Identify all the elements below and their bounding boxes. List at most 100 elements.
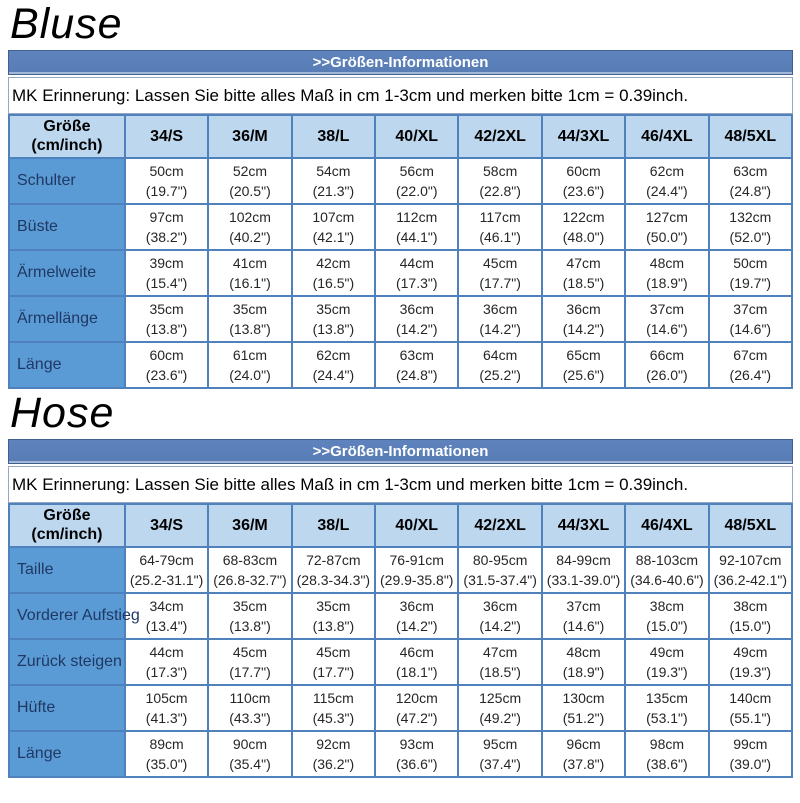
- hose-size-table: Größe (cm/inch) 34/S 36/M 38/L 40/XL 42/2XL 44/…: [8, 502, 794, 778]
- size-header-row: Größe (cm/inch) 34/S 36/M 38/L 40/XL 42/2XL 44/…: [8, 113, 794, 159]
- measurement-cell: 64cm (25.2"): [457, 340, 543, 389]
- measurement-cell: 115cm (45.3"): [290, 683, 377, 732]
- size-column-header: 40/XL: [374, 113, 460, 159]
- measurement-cell: 37cm (14.6"): [707, 294, 794, 343]
- row-label: Schulter: [8, 156, 126, 205]
- measurement-cell: 35cm (13.8"): [290, 294, 377, 343]
- row-label: Länge: [8, 340, 126, 389]
- measurement-cell: 72-87cm (28.3-34.3"): [290, 545, 377, 594]
- measurement-cell: 36cm (14.2"): [457, 294, 543, 343]
- size-column-header: 38/L: [290, 502, 377, 548]
- measurement-cell: 62cm (24.4"): [624, 156, 710, 205]
- table-row: Zurück steigen 44cm (17.3") 45cm (17.7") 45cm…: [8, 637, 794, 686]
- measurement-cell: 127cm (50.0"): [624, 202, 710, 251]
- measurement-cell: 36cm (14.2"): [374, 591, 460, 640]
- bluse-size-table: Größe (cm/inch) 34/S 36/M 38/L 40/XL 42/2XL 44/…: [8, 113, 794, 389]
- table-row: Taille 64-79cm (25.2-31.1") 68-83cm (26.8-32…: [8, 545, 794, 594]
- table-row: Ärmellänge 35cm (13.8") 35cm (13.8") 35cm (13.…: [8, 294, 794, 343]
- size-info-header-bar: >>Größen-Informationen: [8, 49, 793, 75]
- measurement-cell: 102cm (40.2"): [207, 202, 293, 251]
- size-column-header: 46/4XL: [624, 502, 710, 548]
- measurement-cell: 67cm (26.4"): [707, 340, 794, 389]
- table-row: Büste 97cm (38.2") 102cm (40.2") 107cm (42.1")…: [8, 202, 794, 251]
- measurement-cell: 95cm (37.4"): [457, 729, 543, 778]
- measurement-note: MK Erinnerung: Lassen Sie bitte alles Ma…: [8, 465, 793, 503]
- size-column-header: Größe (cm/inch): [8, 113, 126, 159]
- measurement-cell: 58cm (22.8"): [457, 156, 543, 205]
- measurement-cell: 44cm (17.3"): [123, 637, 210, 686]
- measurement-cell: 89cm (35.0"): [123, 729, 210, 778]
- measurement-cell: 60cm (23.6"): [540, 156, 627, 205]
- measurement-cell: 92cm (36.2"): [290, 729, 377, 778]
- measurement-cell: 35cm (13.8"): [207, 591, 293, 640]
- measurement-cell: 47cm (18.5"): [457, 637, 543, 686]
- measurement-cell: 62cm (24.4"): [290, 340, 377, 389]
- measurement-cell: 36cm (14.2"): [374, 294, 460, 343]
- measurement-cell: 66cm (26.0"): [624, 340, 710, 389]
- measurement-cell: 130cm (51.2"): [540, 683, 627, 732]
- size-column-header: 46/4XL: [624, 113, 710, 159]
- measurement-cell: 35cm (13.8"): [207, 294, 293, 343]
- measurement-cell: 42cm (16.5"): [290, 248, 377, 297]
- measurement-cell: 135cm (53.1"): [624, 683, 710, 732]
- measurement-cell: 93cm (36.6"): [374, 729, 460, 778]
- row-label: Länge: [8, 729, 126, 778]
- hose-size-table-block: >>Größen-Informationen MK Erinnerung: La…: [8, 438, 794, 778]
- measurement-cell: 45cm (17.7"): [207, 637, 293, 686]
- row-label: Zurück steigen: [8, 637, 126, 686]
- measurement-cell: 34cm (13.4"): [123, 591, 210, 640]
- row-label: Hüfte: [8, 683, 126, 732]
- measurement-cell: 60cm (23.6"): [123, 340, 210, 389]
- measurement-cell: 98cm (38.6"): [624, 729, 710, 778]
- table-row: Länge 89cm (35.0") 90cm (35.4") 92cm (36.2") 93…: [8, 729, 794, 778]
- measurement-cell: 63cm (24.8"): [707, 156, 794, 205]
- measurement-cell: 88-103cm (34.6-40.6"): [624, 545, 710, 594]
- measurement-cell: 110cm (43.3"): [207, 683, 293, 732]
- measurement-cell: 105cm (41.3"): [123, 683, 210, 732]
- row-label: Vorderer Aufstieg: [8, 591, 140, 640]
- measurement-cell: 50cm (19.7"): [707, 248, 794, 297]
- measurement-cell: 120cm (47.2"): [374, 683, 460, 732]
- row-label: Ärmelweite: [8, 248, 126, 297]
- size-column-header: 34/S: [123, 113, 210, 159]
- measurement-cell: 84-99cm (33.1-39.0"): [540, 545, 627, 594]
- measurement-cell: 48cm (18.9"): [624, 248, 710, 297]
- measurement-cell: 68-83cm (26.8-32.7"): [207, 545, 293, 594]
- size-column-header: 42/2XL: [457, 113, 543, 159]
- row-label: Ärmellänge: [8, 294, 126, 343]
- measurement-cell: 63cm (24.8"): [374, 340, 460, 389]
- measurement-cell: 117cm (46.1"): [457, 202, 543, 251]
- size-column-header: 48/5XL: [707, 502, 794, 548]
- measurement-cell: 48cm (18.9"): [540, 637, 627, 686]
- measurement-cell: 35cm (13.8"): [290, 591, 377, 640]
- measurement-cell: 132cm (52.0"): [707, 202, 794, 251]
- measurement-cell: 61cm (24.0"): [207, 340, 293, 389]
- measurement-cell: 50cm (19.7"): [123, 156, 210, 205]
- measurement-cell: 41cm (16.1"): [207, 248, 293, 297]
- hose-section: Hose >>Größen-Informationen MK Erinnerun…: [0, 388, 800, 778]
- size-column-header: Größe (cm/inch): [8, 502, 126, 548]
- measurement-note: MK Erinnerung: Lassen Sie bitte alles Ma…: [8, 76, 793, 114]
- measurement-cell: 140cm (55.1"): [707, 683, 794, 732]
- measurement-cell: 99cm (39.0"): [707, 729, 794, 778]
- measurement-cell: 125cm (49.2"): [457, 683, 543, 732]
- measurement-cell: 122cm (48.0"): [540, 202, 627, 251]
- measurement-cell: 37cm (14.6"): [540, 591, 627, 640]
- row-label: Büste: [8, 202, 126, 251]
- measurement-cell: 45cm (17.7"): [457, 248, 543, 297]
- page-title-hose: Hose: [10, 388, 115, 437]
- table-row: Länge 60cm (23.6") 61cm (24.0") 62cm (24.4") 63…: [8, 340, 794, 389]
- measurement-cell: 76-91cm (29.9-35.8"): [374, 545, 460, 594]
- size-column-header: 38/L: [290, 113, 377, 159]
- size-column-header: 42/2XL: [457, 502, 543, 548]
- measurement-cell: 52cm (20.5"): [207, 156, 293, 205]
- measurement-cell: 36cm (14.2"): [457, 591, 543, 640]
- measurement-cell: 35cm (13.8"): [123, 294, 210, 343]
- table-row: Schulter 50cm (19.7") 52cm (20.5") 54cm (21.3"…: [8, 156, 794, 205]
- measurement-cell: 38cm (15.0"): [624, 591, 710, 640]
- measurement-cell: 37cm (14.6"): [624, 294, 710, 343]
- measurement-cell: 38cm (15.0"): [707, 591, 794, 640]
- bluse-size-table-block: >>Größen-Informationen MK Erinnerung: La…: [8, 49, 794, 389]
- measurement-cell: 54cm (21.3"): [290, 156, 377, 205]
- size-column-header: 36/M: [207, 113, 293, 159]
